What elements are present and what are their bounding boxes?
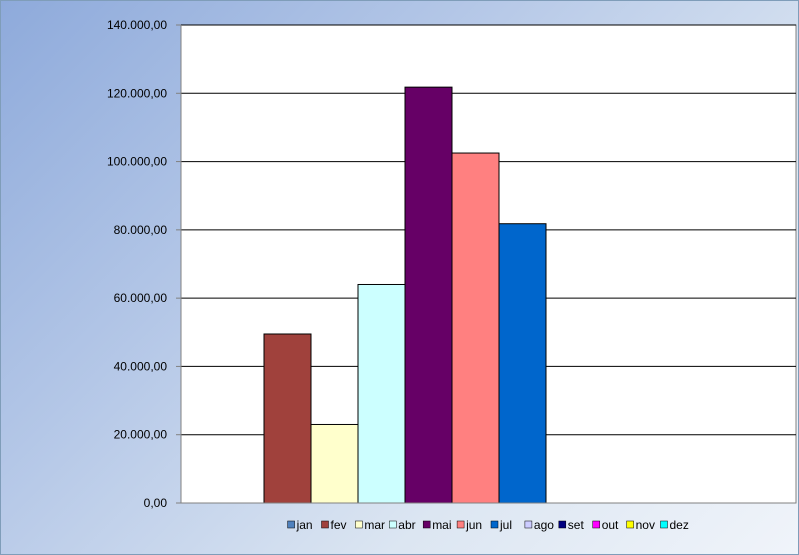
y-tick-label: 140.000,00 <box>107 18 167 32</box>
legend-label-fev: fev <box>331 518 347 532</box>
legend-swatch-fev <box>321 520 329 529</box>
legend-swatch-mar <box>355 520 363 529</box>
bar-mai <box>404 86 453 504</box>
y-tick-label: 80.000,00 <box>114 223 168 237</box>
bar-fev <box>263 333 312 504</box>
legend-label-nov: nov <box>636 518 655 532</box>
legend-swatch-jul <box>490 520 499 529</box>
y-tick-label: 20.000,00 <box>114 428 168 442</box>
legend-swatch-nov <box>626 520 634 529</box>
legend-swatch-jun <box>456 520 465 529</box>
legend-label-jul: jul <box>499 518 512 532</box>
legend-label-abr: abr <box>398 518 415 532</box>
legend-label-set: set <box>568 518 585 532</box>
legend-swatch-ago <box>524 520 533 529</box>
legend-label-dez: dez <box>670 518 689 532</box>
legend-swatch-mai <box>422 520 431 529</box>
legend-swatch-jan <box>287 520 295 529</box>
legend-label-mar: mar <box>364 518 385 532</box>
y-tick-label: 120.000,00 <box>107 86 167 100</box>
legend-label-out: out <box>602 518 619 532</box>
y-tick-label: 40.000,00 <box>114 359 168 373</box>
y-tick-label: 100.000,00 <box>107 155 167 169</box>
y-tick-label: 60.000,00 <box>114 291 168 305</box>
legend-swatch-dez <box>660 520 668 529</box>
bar-jun <box>451 152 500 504</box>
legend-label-mai: mai <box>432 518 451 532</box>
y-tick-label: 0,00 <box>144 496 168 510</box>
bar-abr <box>357 283 406 504</box>
legend-swatch-set <box>558 520 567 529</box>
y-axis-ticks: 0,00 20.000,00 40.000,00 60.000,00 80.000,00… <box>107 18 181 510</box>
legend-swatch-out <box>592 520 600 529</box>
legend-label-ago: ago <box>534 518 554 532</box>
legend: jan fev mar abr mai jun jul ago set out nov dez <box>287 518 689 532</box>
bar-jul <box>498 223 547 504</box>
legend-swatch-abr <box>389 520 397 529</box>
legend-label-jun: jun <box>465 518 482 532</box>
bars <box>263 86 547 504</box>
bar-mar <box>310 423 359 504</box>
legend-label-jan: jan <box>296 518 313 532</box>
